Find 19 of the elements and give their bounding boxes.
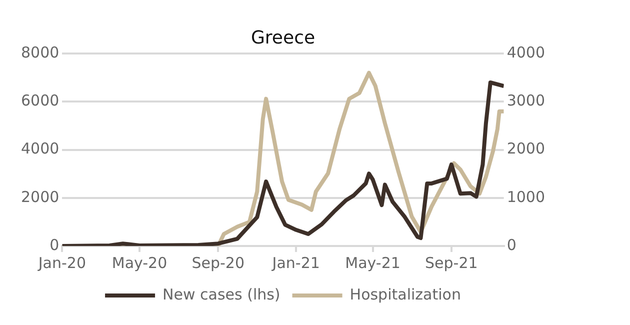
y-tick-label: 6000	[20, 92, 60, 110]
x-tick-label: May-20	[112, 254, 168, 272]
legend-label: Hospitalization	[350, 285, 461, 304]
y2-tick-label: 2000	[506, 140, 546, 158]
x-tick-label: Sep-20	[192, 254, 245, 272]
y2-tick-label: 3000	[506, 92, 546, 110]
y2-tick-label: 1000	[506, 188, 546, 206]
x-tick-label: Sep-21	[425, 254, 478, 272]
y-tick-label: 2000	[20, 188, 60, 206]
y2-tick-label: 4000	[506, 43, 546, 62]
x-tick-label: May-21	[345, 254, 400, 272]
legend-label: New cases (lhs)	[162, 285, 280, 304]
x-tick-label: Jan-21	[271, 254, 320, 272]
x-tick-label: Jan-20	[37, 254, 86, 272]
y-tick-label: 4000	[20, 140, 60, 158]
y-tick-label: 8000	[20, 43, 60, 62]
y-tick-label: 0	[50, 236, 60, 254]
chart-title: Greece	[250, 27, 316, 48]
y2-tick-label: 0	[506, 236, 516, 254]
